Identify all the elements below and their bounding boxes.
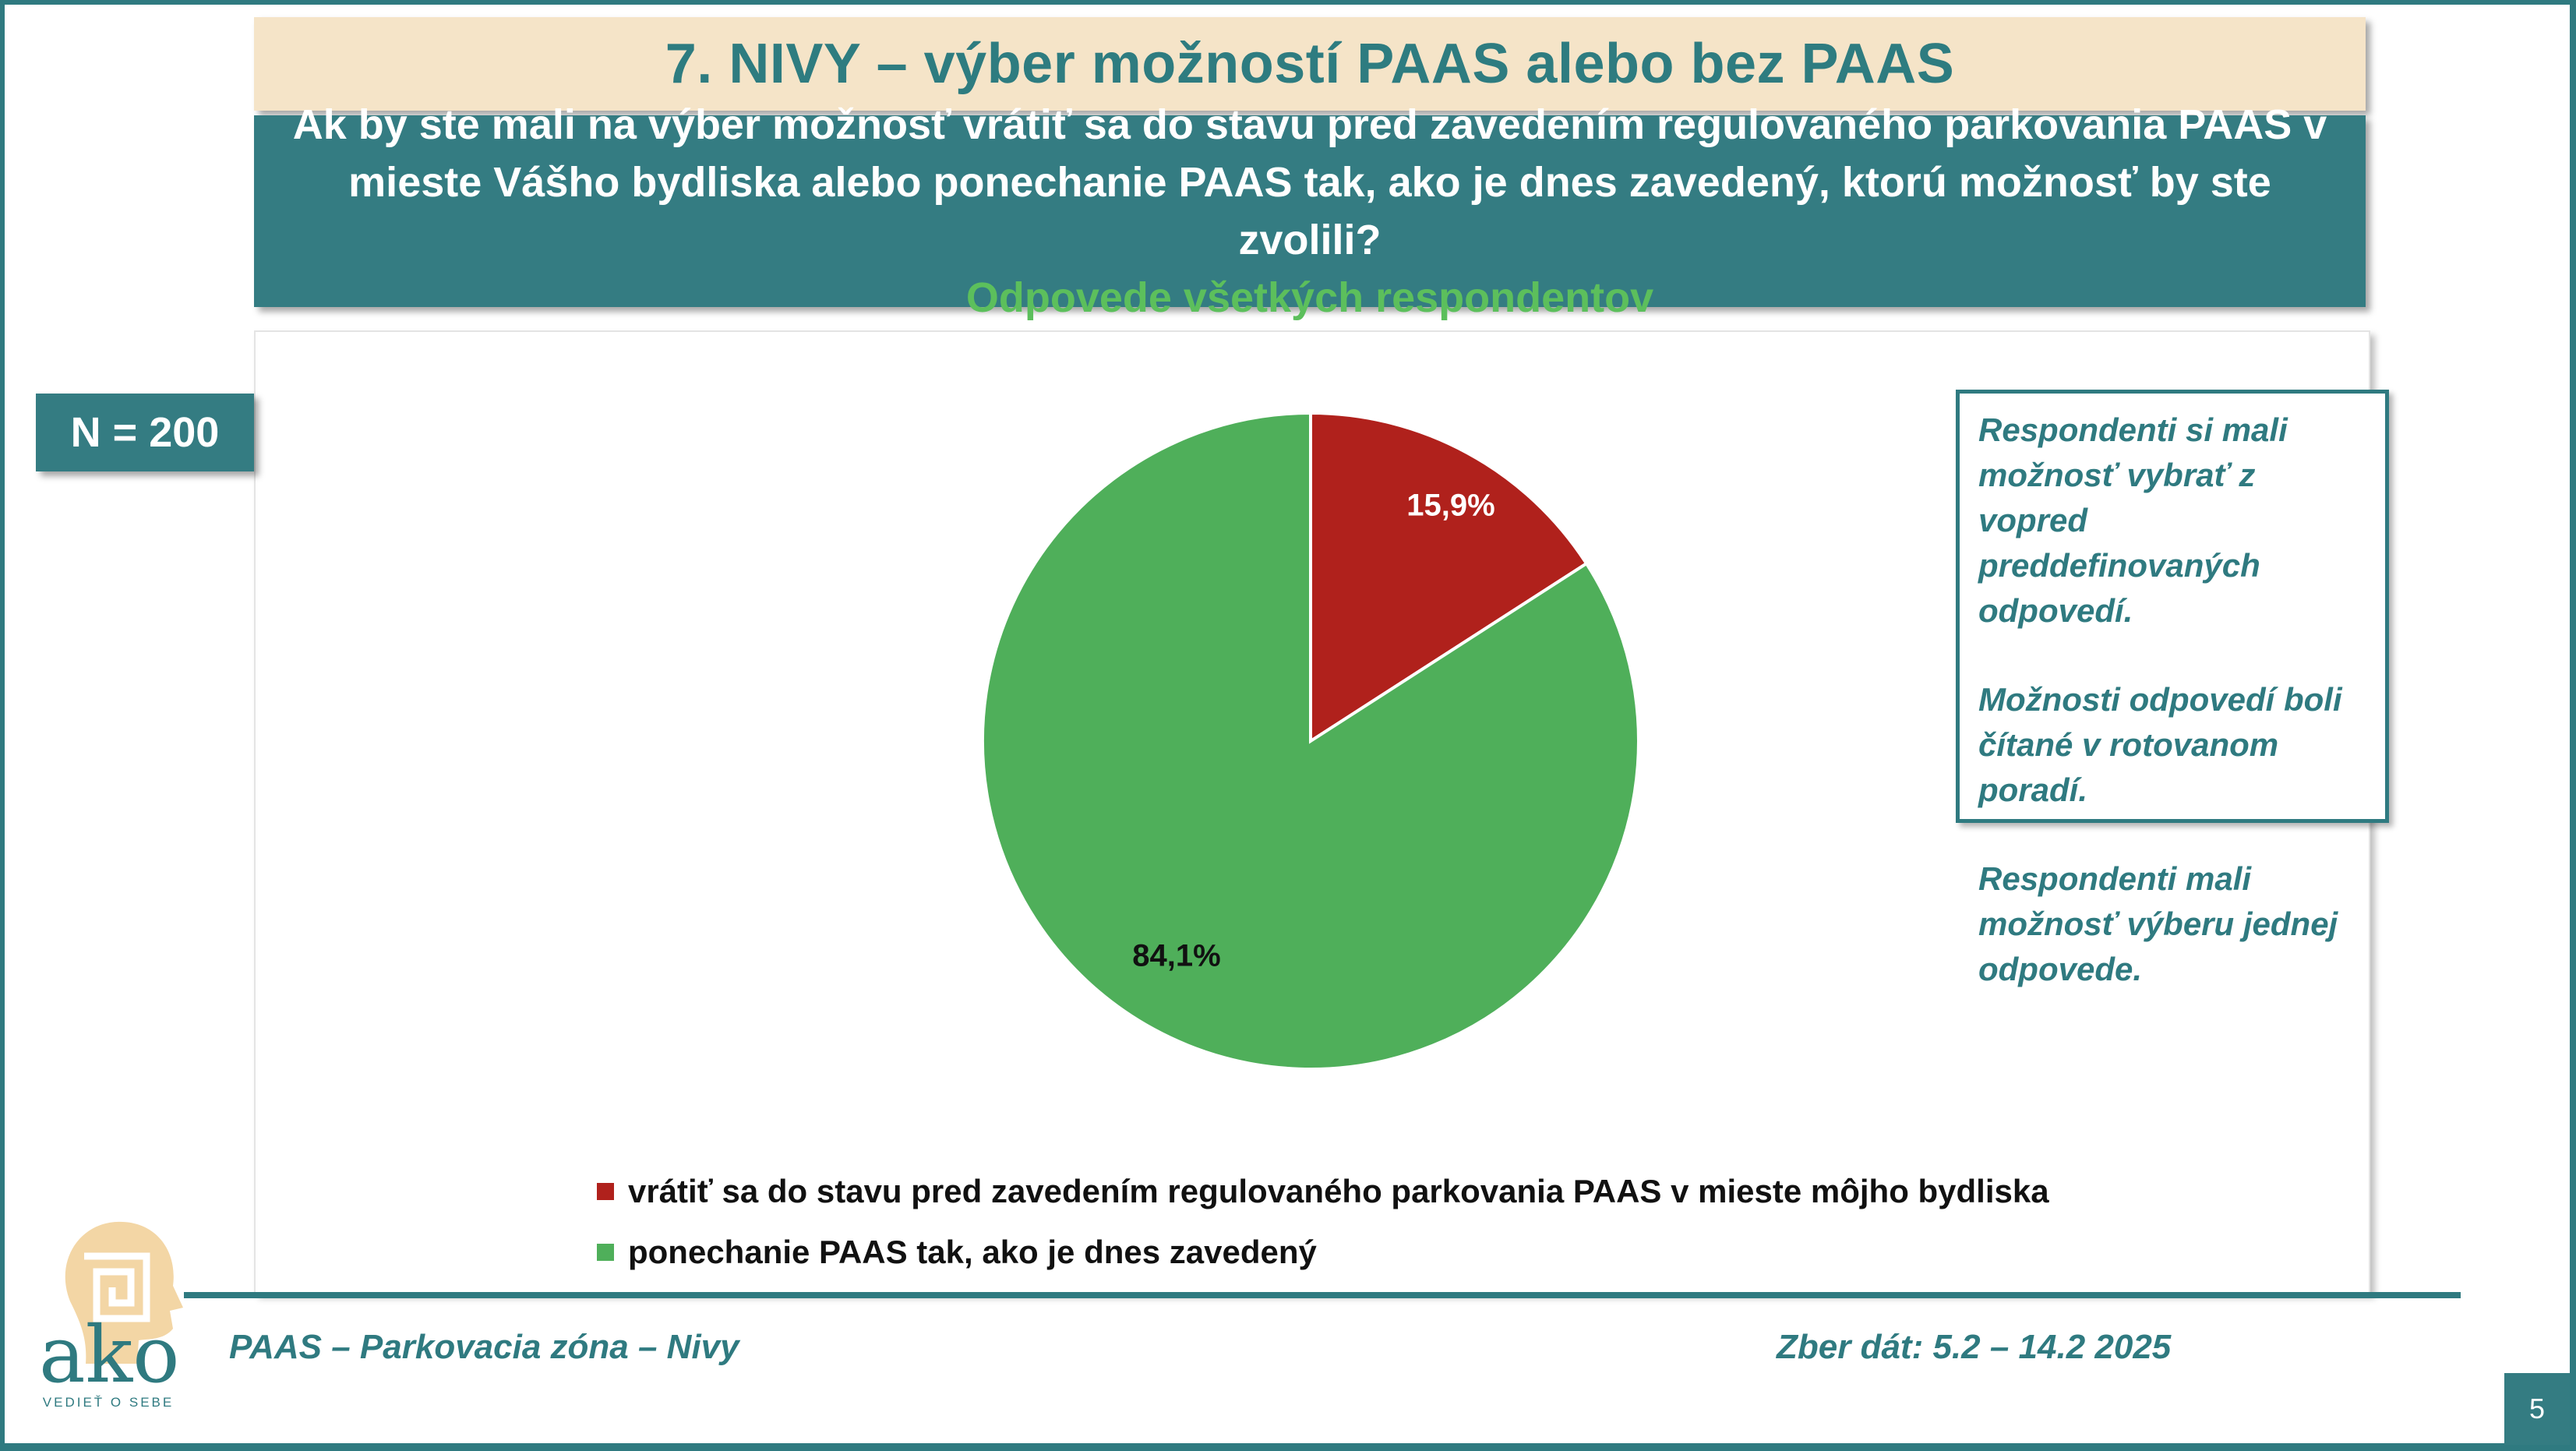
methodology-note: Respondenti si mali možnosť vybrať z vop… bbox=[1956, 390, 2389, 987]
legend-label: ponechanie PAAS tak, ako je dnes zaveden… bbox=[628, 1234, 1317, 1270]
question-text: Ak by ste mali na výber možnosť vrátiť s… bbox=[292, 101, 2327, 263]
footer-divider bbox=[184, 1292, 2461, 1298]
footer-collection-dates: Zber dát: 5.2 – 14.2 2025 bbox=[1777, 1328, 2172, 1366]
sample-size-label: N = 200 bbox=[70, 409, 220, 456]
legend-item: ponechanie PAAS tak, ako je dnes zaveden… bbox=[597, 1222, 2049, 1283]
note-paragraph: Možnosti odpovedí boli čítané v rotovano… bbox=[1978, 681, 2342, 808]
page-number: 5 bbox=[2528, 1393, 2546, 1425]
logo-tagline: VEDIEŤ O SEBE bbox=[42, 1395, 175, 1410]
legend-swatch-keep bbox=[597, 1244, 614, 1261]
pie-data-label-0: 15,9% bbox=[1406, 489, 1494, 523]
logo-wordmark: ako bbox=[39, 1309, 180, 1400]
pie-data-label-1: 84,1% bbox=[1132, 939, 1220, 973]
pie-slice-1 bbox=[981, 411, 1640, 1071]
question-box: Ak by ste mali na výber možnosť vrátiť s… bbox=[254, 101, 2366, 321]
chart-legend: vrátiť sa do stavu pred zavedením regulo… bbox=[597, 1161, 2049, 1283]
pie-slice-0 bbox=[1309, 411, 1589, 744]
note-paragraph: Respondenti mali možnosť výberu jednej o… bbox=[1978, 860, 2338, 987]
sample-size-badge: N = 200 bbox=[36, 394, 254, 471]
ako-logo-icon bbox=[65, 1221, 183, 1364]
footer-survey-name: PAAS – Parkovacia zóna – Nivy bbox=[229, 1328, 739, 1366]
legend-label: vrátiť sa do stavu pred zavedením regulo… bbox=[628, 1173, 2049, 1209]
slide-title-bar: 7. NIVY – výber možností PAAS alebo bez … bbox=[254, 17, 2366, 111]
slide-title: 7. NIVY – výber možností PAAS alebo bez … bbox=[665, 33, 1955, 95]
legend-item: vrátiť sa do stavu pred zavedením regulo… bbox=[597, 1161, 2049, 1222]
note-paragraph: Respondenti si mali možnosť vybrať z vop… bbox=[1978, 411, 2288, 629]
pie-data-labels: 15,9% 84,1% bbox=[1132, 489, 1494, 973]
question-subtitle: Odpovede všetkých respondentov bbox=[965, 274, 1654, 321]
pie-slices bbox=[981, 411, 1640, 1071]
legend-swatch-return bbox=[597, 1183, 614, 1200]
page-number-badge: 5 bbox=[2504, 1373, 2570, 1445]
